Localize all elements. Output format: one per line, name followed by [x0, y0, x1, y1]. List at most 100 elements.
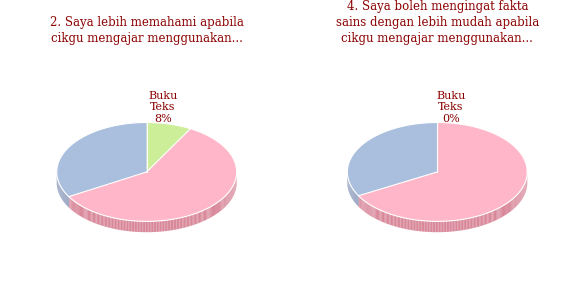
Polygon shape	[515, 196, 516, 208]
Polygon shape	[157, 221, 158, 232]
Polygon shape	[459, 220, 460, 231]
Polygon shape	[357, 194, 358, 206]
Polygon shape	[465, 219, 467, 230]
Polygon shape	[467, 219, 468, 230]
Polygon shape	[134, 221, 136, 232]
Polygon shape	[179, 218, 181, 229]
Polygon shape	[142, 221, 144, 232]
Title: 2. Saya lebih memahami apabila
cikgu mengajar menggunakan...: 2. Saya lebih memahami apabila cikgu men…	[50, 16, 244, 45]
Polygon shape	[516, 195, 517, 207]
Polygon shape	[80, 205, 81, 217]
Polygon shape	[107, 217, 109, 228]
Polygon shape	[484, 214, 485, 225]
Polygon shape	[453, 221, 454, 231]
Polygon shape	[147, 221, 149, 232]
Polygon shape	[76, 202, 77, 214]
Polygon shape	[204, 210, 205, 221]
Polygon shape	[388, 213, 390, 225]
Polygon shape	[481, 215, 482, 226]
Polygon shape	[216, 203, 217, 214]
Polygon shape	[440, 221, 442, 232]
Polygon shape	[490, 212, 491, 223]
Polygon shape	[417, 220, 418, 231]
Polygon shape	[504, 204, 505, 216]
Polygon shape	[121, 219, 122, 230]
Polygon shape	[217, 202, 218, 214]
Polygon shape	[105, 216, 106, 227]
Polygon shape	[85, 208, 86, 220]
Polygon shape	[155, 221, 157, 232]
Polygon shape	[414, 220, 415, 231]
Polygon shape	[88, 209, 89, 221]
Polygon shape	[492, 210, 493, 222]
Polygon shape	[377, 208, 378, 220]
Polygon shape	[451, 221, 453, 232]
Polygon shape	[210, 206, 211, 218]
Polygon shape	[439, 221, 440, 232]
Polygon shape	[103, 215, 105, 227]
Polygon shape	[102, 215, 103, 226]
Polygon shape	[512, 199, 513, 210]
Polygon shape	[499, 208, 500, 219]
Polygon shape	[359, 122, 527, 221]
Polygon shape	[96, 213, 98, 224]
Polygon shape	[168, 220, 169, 231]
Polygon shape	[402, 217, 404, 229]
Polygon shape	[229, 191, 230, 202]
Polygon shape	[161, 221, 163, 232]
Polygon shape	[187, 216, 188, 227]
Polygon shape	[495, 209, 496, 221]
Polygon shape	[130, 221, 131, 231]
Polygon shape	[370, 205, 371, 216]
Polygon shape	[223, 198, 224, 209]
Polygon shape	[450, 221, 451, 232]
Polygon shape	[172, 219, 173, 230]
Polygon shape	[211, 206, 212, 217]
Polygon shape	[90, 210, 92, 222]
Polygon shape	[192, 214, 193, 225]
Polygon shape	[195, 213, 196, 225]
Polygon shape	[485, 213, 486, 225]
Polygon shape	[404, 218, 405, 229]
Polygon shape	[447, 221, 448, 232]
Polygon shape	[79, 204, 80, 216]
Polygon shape	[355, 192, 356, 203]
Polygon shape	[200, 211, 201, 223]
Polygon shape	[159, 221, 161, 232]
Polygon shape	[356, 193, 357, 205]
Title: 4. Saya boleh mengingat fakta
sains dengan lebih mudah apabila
cikgu mengajar me: 4. Saya boleh mengingat fakta sains deng…	[336, 0, 539, 45]
Polygon shape	[508, 202, 509, 213]
Polygon shape	[479, 215, 481, 227]
Polygon shape	[185, 216, 187, 227]
Polygon shape	[199, 212, 200, 223]
Polygon shape	[358, 195, 359, 206]
Polygon shape	[411, 219, 412, 230]
Polygon shape	[226, 195, 227, 206]
Polygon shape	[399, 217, 401, 228]
Polygon shape	[69, 129, 237, 221]
Polygon shape	[482, 214, 484, 226]
Polygon shape	[127, 220, 128, 231]
Text: Kad Permainan
67%: Kad Permainan 67%	[426, 177, 512, 199]
Polygon shape	[221, 199, 222, 211]
Polygon shape	[423, 221, 425, 232]
Polygon shape	[220, 200, 221, 211]
Polygon shape	[509, 201, 510, 212]
Polygon shape	[457, 220, 459, 231]
Polygon shape	[227, 193, 228, 205]
Polygon shape	[66, 194, 67, 205]
Polygon shape	[147, 122, 190, 172]
Polygon shape	[425, 221, 426, 232]
Polygon shape	[83, 207, 84, 218]
Polygon shape	[472, 217, 474, 228]
Polygon shape	[437, 221, 439, 232]
Polygon shape	[119, 219, 121, 230]
Polygon shape	[470, 218, 471, 229]
Polygon shape	[205, 209, 206, 221]
Polygon shape	[100, 214, 102, 226]
Polygon shape	[149, 221, 150, 232]
Polygon shape	[383, 211, 384, 223]
Polygon shape	[418, 220, 420, 231]
Polygon shape	[367, 203, 368, 214]
Polygon shape	[406, 219, 408, 229]
